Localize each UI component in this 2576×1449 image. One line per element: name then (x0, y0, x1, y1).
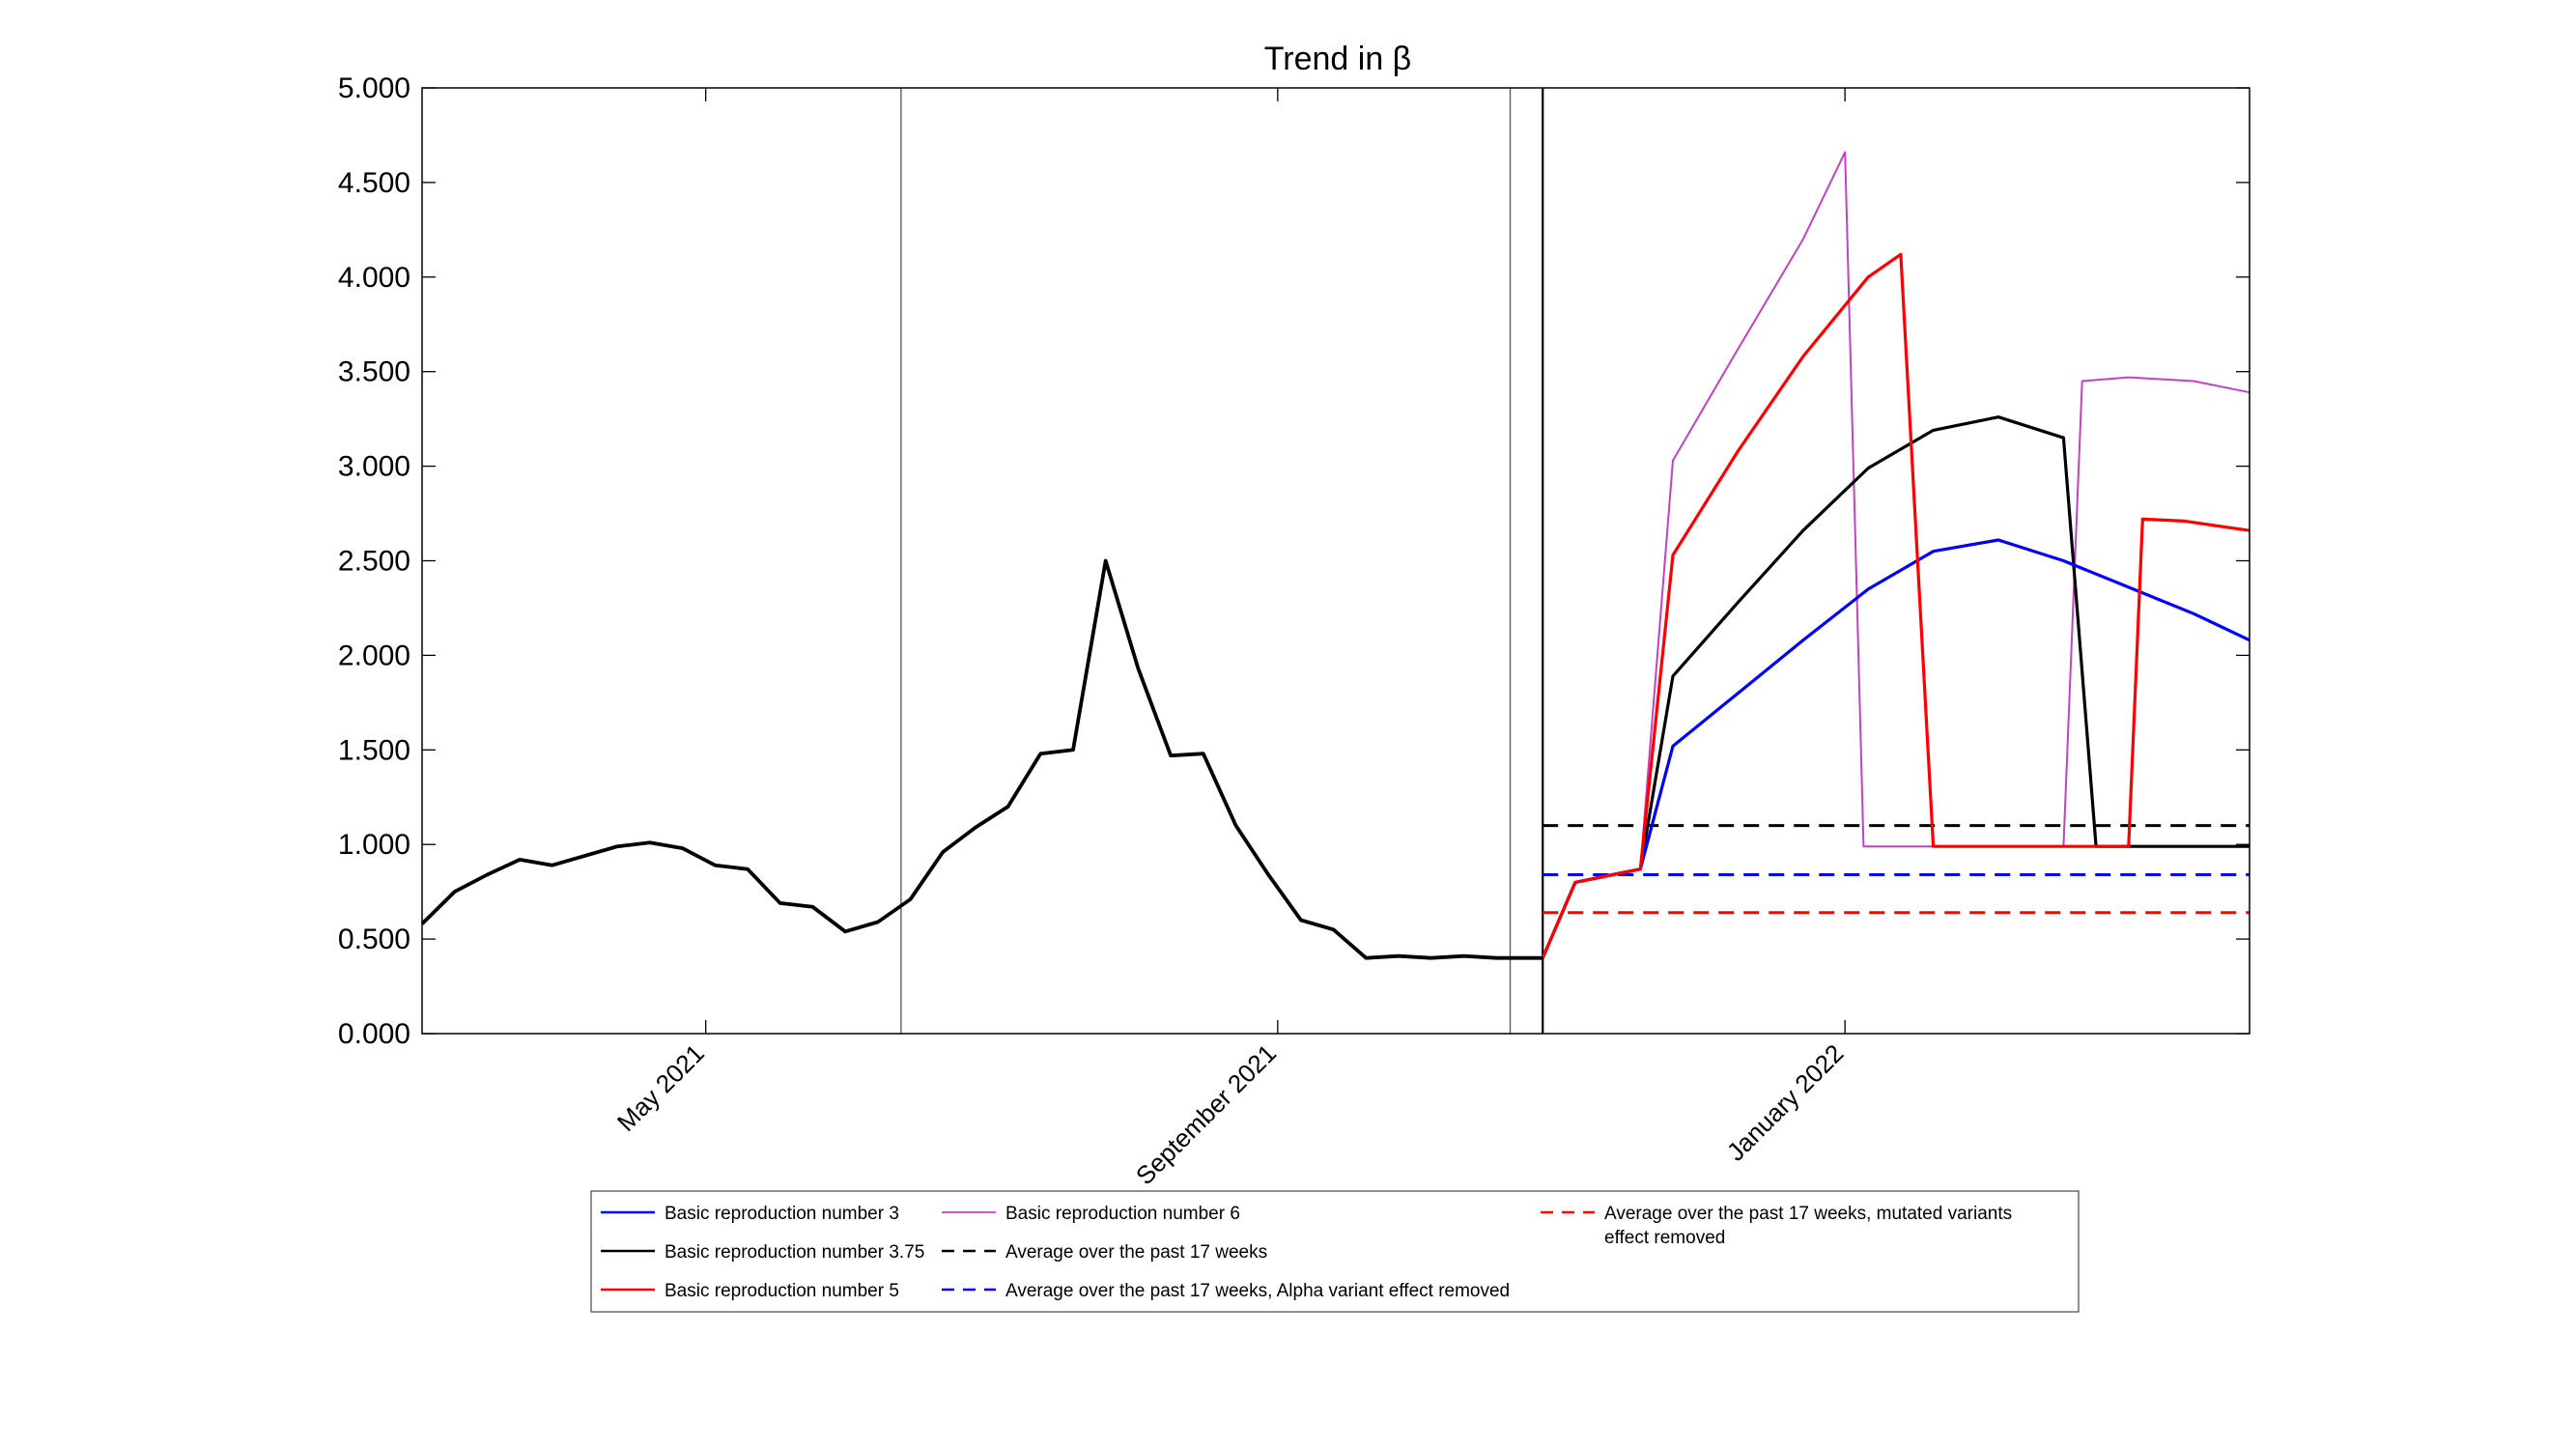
legend-label: Basic reproduction number 3 (665, 1204, 899, 1224)
y-tick-label: 0.000 (338, 1018, 410, 1050)
y-tick-label: 3.000 (338, 451, 410, 483)
plot-background (422, 88, 2250, 1034)
plot-area (422, 88, 2250, 1034)
legend-label: Average over the past 17 weeks, mutated … (1604, 1204, 2012, 1248)
y-tick-label: 4.000 (338, 262, 410, 294)
y-tick-label: 3.500 (338, 356, 410, 388)
series-line-basic-reproduction-number-5 (1541, 252, 2250, 959)
y-tick-label: 2.500 (338, 546, 410, 578)
series-line-basic-reproduction-number-6 (1542, 151, 2250, 959)
legend-box (590, 1190, 2080, 1313)
y-tick-label: 1.000 (338, 829, 410, 861)
y-tick-label: 1.500 (338, 734, 410, 766)
legend-label: Basic reproduction number 5 (665, 1281, 899, 1301)
y-tick-label: 5.000 (338, 72, 410, 104)
legend-label: Basic reproduction number 3.75 (665, 1242, 924, 1263)
historical-line (420, 558, 1543, 960)
legend: Basic reproduction number 3 Basic reprodu… (590, 1190, 2080, 1313)
legend-label: Average over the past 17 weeks (1005, 1242, 1267, 1263)
x-tick-label: May 2021 (611, 1038, 710, 1137)
x-tick-label: January 2022 (1721, 1038, 1850, 1167)
legend-label: Average over the past 17 weeks, Alpha va… (1005, 1281, 1510, 1301)
y-tick-label: 2.000 (338, 639, 410, 671)
x-tick-label: September 2021 (1130, 1038, 1282, 1190)
series-layer (420, 151, 2250, 960)
legend-label: Basic reproduction number 6 (1005, 1204, 1240, 1224)
y-tick-label: 4.500 (338, 167, 410, 199)
y-tick-label: 0.500 (338, 923, 410, 955)
chart-title: Trend in β (1264, 41, 1411, 77)
